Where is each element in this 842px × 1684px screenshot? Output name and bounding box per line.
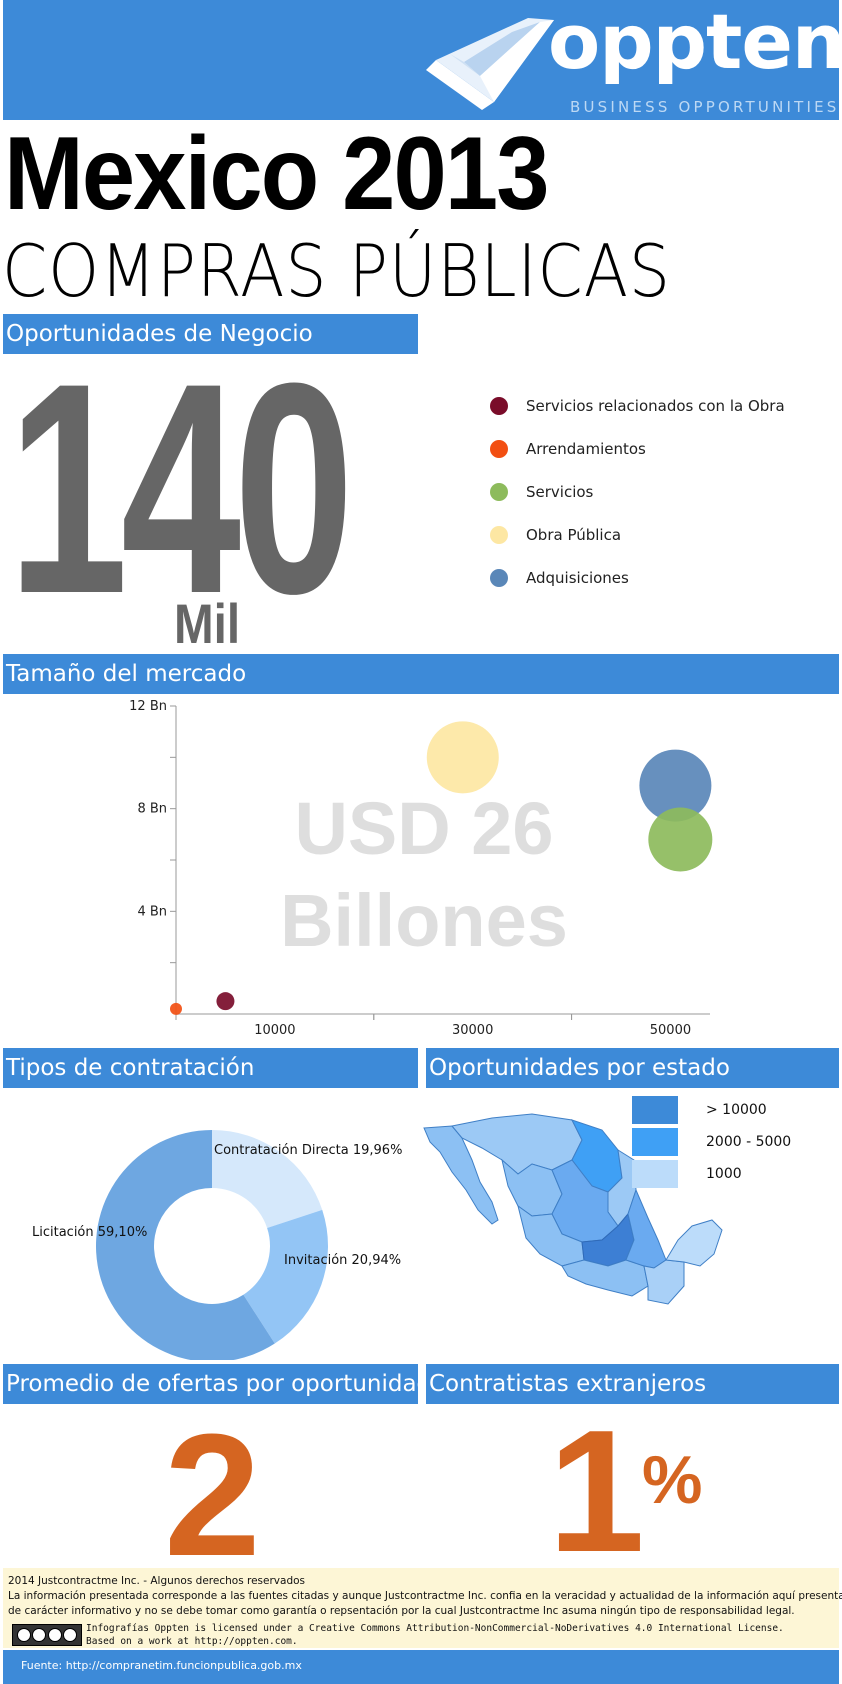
section-oportunidades: Oportunidades de Negocio (3, 314, 418, 354)
watermark-line-1: USD 26 (294, 787, 553, 870)
opportunities-unit: Mil (174, 592, 241, 655)
donut-slice (96, 1130, 275, 1360)
sub-title: COMPRAS PÚBLICAS (2, 229, 671, 313)
map-legend-label: 1000 (706, 1166, 742, 1182)
section-estado: Oportunidades por estado (426, 1048, 839, 1088)
map-legend-item: 1000 (632, 1160, 742, 1188)
x-tick-label: 30000 (452, 1023, 493, 1038)
legend-dot (490, 526, 508, 544)
donut-label-directa: Contratación Directa 19,96% (214, 1143, 402, 1158)
donut-slices (96, 1130, 328, 1360)
extranjeros-value: 1 (548, 1393, 645, 1588)
logo-tagline: BUSINESS OPPORTUNITIES (570, 98, 840, 116)
watermark-line-2: Billones (280, 879, 568, 962)
y-tick-label: 4 Bn (137, 904, 167, 919)
legend-dot (490, 569, 508, 587)
map-region (643, 1259, 685, 1305)
legend-dot (490, 440, 508, 458)
axis-ticks: 4 Bn 8 Bn 12 Bn 10000 30000 50000 (129, 699, 691, 1038)
legend-item: Arrendamientos (490, 437, 646, 461)
source-bar: Fuente: http://compranetim.funcionpublic… (3, 1650, 839, 1684)
legend-label: Adquisiciones (526, 569, 629, 587)
map-legend-label: > 10000 (706, 1102, 767, 1118)
y-tick-label: 12 Bn (129, 699, 167, 714)
promedio-value: 2 (164, 1397, 261, 1592)
section-tipos: Tipos de contratación (3, 1048, 418, 1088)
bubble-point (648, 807, 713, 872)
donut-label-invitacion: Invitación 20,94% (284, 1253, 401, 1268)
y-tick-label: 8 Bn (137, 802, 167, 817)
footer-disclaimer-1: La información presentada corresponde a … (8, 1590, 842, 1602)
footer-copyright: 2014 Justcontractme Inc. - Algunos derec… (8, 1575, 305, 1587)
footer-notice (3, 1568, 839, 1648)
footer-disclaimer-2: de carácter informativo y no se debe tom… (8, 1605, 795, 1617)
bubble-point (426, 721, 499, 794)
creative-commons-icon (12, 1624, 82, 1646)
license-source: Based on a work at http://oppten.com. (86, 1636, 298, 1647)
donut-label-licitacion: Licitación 59,10% (32, 1225, 147, 1240)
legend-item: Obra Pública (490, 523, 621, 547)
map-legend-swatch (632, 1096, 678, 1124)
section-extranjeros: Contratistas extranjeros (426, 1364, 839, 1404)
check-envelope-icon (426, 18, 554, 110)
header-banner (3, 0, 839, 120)
map-legend-swatch (632, 1160, 678, 1188)
legend-dot (490, 397, 508, 415)
legend-dot (490, 483, 508, 501)
legend-item: Adquisiciones (490, 566, 629, 590)
map-region (625, 1188, 667, 1269)
map-legend-swatch (632, 1128, 678, 1156)
section-promedio: Promedio de ofertas por oportunidad (3, 1364, 418, 1404)
map-region (423, 1125, 499, 1225)
legend-label: Arrendamientos (526, 440, 646, 458)
donut-slice (212, 1130, 323, 1228)
map-legend-item: 2000 - 5000 (632, 1128, 791, 1156)
license-text: Infografías Oppten is licensed under a C… (86, 1623, 784, 1634)
mexico-map (423, 1113, 723, 1305)
map-legend-label: 2000 - 5000 (706, 1134, 792, 1150)
map-region (561, 1259, 649, 1297)
x-tick-label: 50000 (650, 1023, 691, 1038)
legend-label: Servicios (526, 483, 594, 501)
map-legend-item: > 10000 (632, 1096, 767, 1124)
bubble-point (216, 992, 235, 1011)
donut-slice (243, 1209, 328, 1344)
map-region (665, 1219, 723, 1267)
legend-item: Servicios relacionados con la Obra (490, 394, 785, 418)
section-tamano: Tamaño del mercado (3, 654, 839, 694)
legend-item: Servicios (490, 480, 593, 504)
extranjeros-unit: % (642, 1442, 703, 1518)
logo-wordmark: oppten (548, 0, 842, 86)
opportunities-number: 140 (8, 320, 354, 656)
contract-types-donut: Contratación Directa 19,96% Invitación 2… (32, 1130, 402, 1360)
bubble-point (639, 749, 712, 822)
market-bubble-chart: USD 26 Billones 4 Bn 8 Bn 12 Bn 10000 30000 5… (129, 699, 713, 1038)
main-title: Mexico 2013 (4, 116, 549, 232)
bubbles (170, 721, 713, 1015)
x-tick-label: 10000 (254, 1023, 295, 1038)
legend-label: Servicios relacionados con la Obra (526, 397, 785, 415)
legend-label: Obra Pública (526, 526, 622, 544)
bubble-point (170, 1002, 182, 1015)
